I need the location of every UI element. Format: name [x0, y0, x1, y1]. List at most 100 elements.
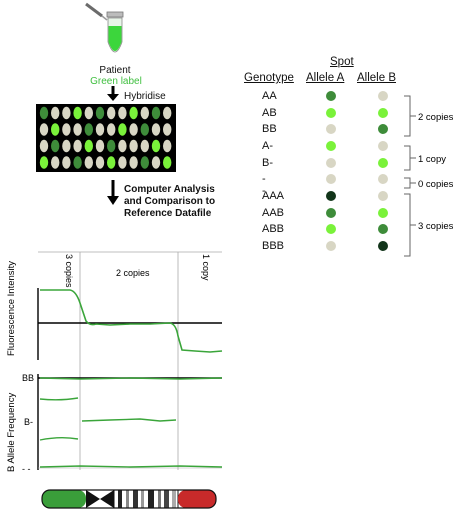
genotype-label: BB — [262, 123, 277, 135]
microarray-spot — [62, 156, 71, 169]
microarray-spot — [129, 156, 138, 169]
allele-a-spot — [326, 124, 336, 134]
microarray-spot — [107, 156, 116, 169]
y-axis-label-baf: B Allele Frequency — [6, 393, 17, 472]
microarray-spot — [163, 139, 172, 153]
allele-b-spot — [378, 241, 388, 251]
allele-a-spot — [326, 224, 336, 234]
copy-number-plots: 3 copies 2 copies 1 copy Fluorescence In… — [6, 251, 223, 509]
microarray-spot — [107, 123, 116, 136]
microarray-spot — [163, 156, 172, 169]
genotype-label: AB — [262, 107, 277, 119]
group-label-2copies: 2 copies — [418, 112, 454, 123]
baf-trace-top — [39, 377, 223, 380]
test-tube-icon — [106, 11, 124, 53]
allele-a-spot — [326, 108, 336, 118]
intensity-trace — [40, 289, 223, 353]
test-tube-graphic — [85, 2, 124, 53]
microarray-spot — [140, 106, 149, 120]
microarray-spot — [129, 123, 138, 136]
pipette-icon — [85, 2, 108, 21]
microarray-spot — [73, 123, 82, 136]
baf-trace-het — [81, 418, 177, 422]
microarray-spot — [107, 139, 116, 153]
group-label-0copies: 0 copies — [418, 179, 454, 190]
baf-trace-3copy-lower — [39, 437, 79, 441]
baf-trace-3copy-upper — [39, 397, 79, 401]
genotype-label: A- — [262, 140, 273, 152]
allele-b-spot — [378, 224, 388, 234]
spot-title: Spot — [330, 56, 354, 68]
genotype-label: AA — [262, 90, 277, 102]
microarray-spot — [84, 106, 93, 120]
genotype-label: AAA — [262, 190, 285, 202]
allele-b-spot — [378, 108, 388, 118]
microarray-spot — [51, 156, 60, 169]
analysis-label-2: and Comparison to — [124, 196, 216, 207]
baf-trace-bottom — [39, 465, 223, 468]
green-label-text: Green label — [90, 76, 142, 87]
microarray-spot — [118, 139, 127, 153]
allele-b-spot — [378, 91, 388, 101]
microarray-spot — [51, 123, 60, 136]
tube-liquid — [108, 26, 122, 51]
microarray-spot — [73, 156, 82, 169]
microarray-spot — [84, 139, 93, 153]
microarray-spot — [84, 156, 93, 169]
microarray-spot — [140, 123, 149, 136]
microarray-spots — [39, 106, 172, 169]
microarray-spot — [62, 123, 71, 136]
down-arrow-icon — [107, 86, 119, 101]
microarray-spot — [118, 123, 127, 136]
allele-b-spot — [378, 124, 388, 134]
microarray-spot — [73, 139, 82, 153]
copy-brackets: 2 copies 1 copy 0 copies 3 copies — [404, 95, 454, 257]
microarray-spot — [95, 106, 105, 120]
microarray-spot — [129, 106, 138, 120]
section-label-3copies: 3 copies — [64, 254, 74, 288]
genotype-label: AAB — [262, 207, 285, 219]
y-axis-label-intensity: Fluorescence Intensity — [6, 261, 17, 356]
hybridise-label: Hybridise — [124, 91, 166, 102]
microarray-spot — [140, 139, 149, 153]
allele-a-spot — [326, 174, 336, 184]
microarray-spot — [39, 139, 49, 153]
col-header-genotype: Genotype — [244, 72, 294, 84]
chromosome-green-region — [42, 490, 86, 508]
allele-a-spot — [326, 241, 336, 251]
analysis-label-1: Computer Analysis — [124, 184, 215, 195]
patient-label: Patient — [99, 65, 131, 76]
microarray-spot — [140, 156, 149, 169]
microarray-spot — [84, 123, 93, 136]
down-arrow-icon — [107, 180, 119, 205]
microarray-spot — [163, 123, 172, 136]
microarray-spot — [151, 156, 161, 169]
group-label-3copies: 3 copies — [418, 221, 454, 232]
microarray-spot — [39, 106, 49, 120]
microarray-spot — [107, 106, 116, 120]
microarray-spot — [118, 156, 127, 169]
allele-a-spot — [326, 158, 336, 168]
microarray-spot — [151, 106, 161, 120]
microarray-spot — [151, 139, 161, 153]
genotype-label: B- — [262, 157, 273, 169]
section-label-1copy: 1 copy — [201, 254, 211, 281]
microarray-spot — [39, 123, 49, 136]
baf-tick-dash: - - — [22, 464, 31, 474]
allele-b-spot — [378, 158, 388, 168]
genotype-label: ABB — [262, 223, 285, 235]
allele-a-spot — [326, 91, 336, 101]
analysis-label-3: Reference Datafile — [124, 208, 212, 219]
baf-tick-BB: BB — [22, 373, 34, 383]
allele-a-spot — [326, 191, 336, 201]
chromosome-red-region — [178, 490, 216, 508]
microarray-spot — [51, 139, 60, 153]
microarray-spot — [129, 139, 138, 153]
microarray-slide — [36, 104, 176, 172]
microarray-spot — [51, 106, 60, 120]
allele-b-spot — [378, 141, 388, 151]
allele-b-spot — [378, 191, 388, 201]
microarray-spot — [62, 139, 71, 153]
microarray-spot — [95, 139, 105, 153]
allele-a-spot — [326, 208, 336, 218]
